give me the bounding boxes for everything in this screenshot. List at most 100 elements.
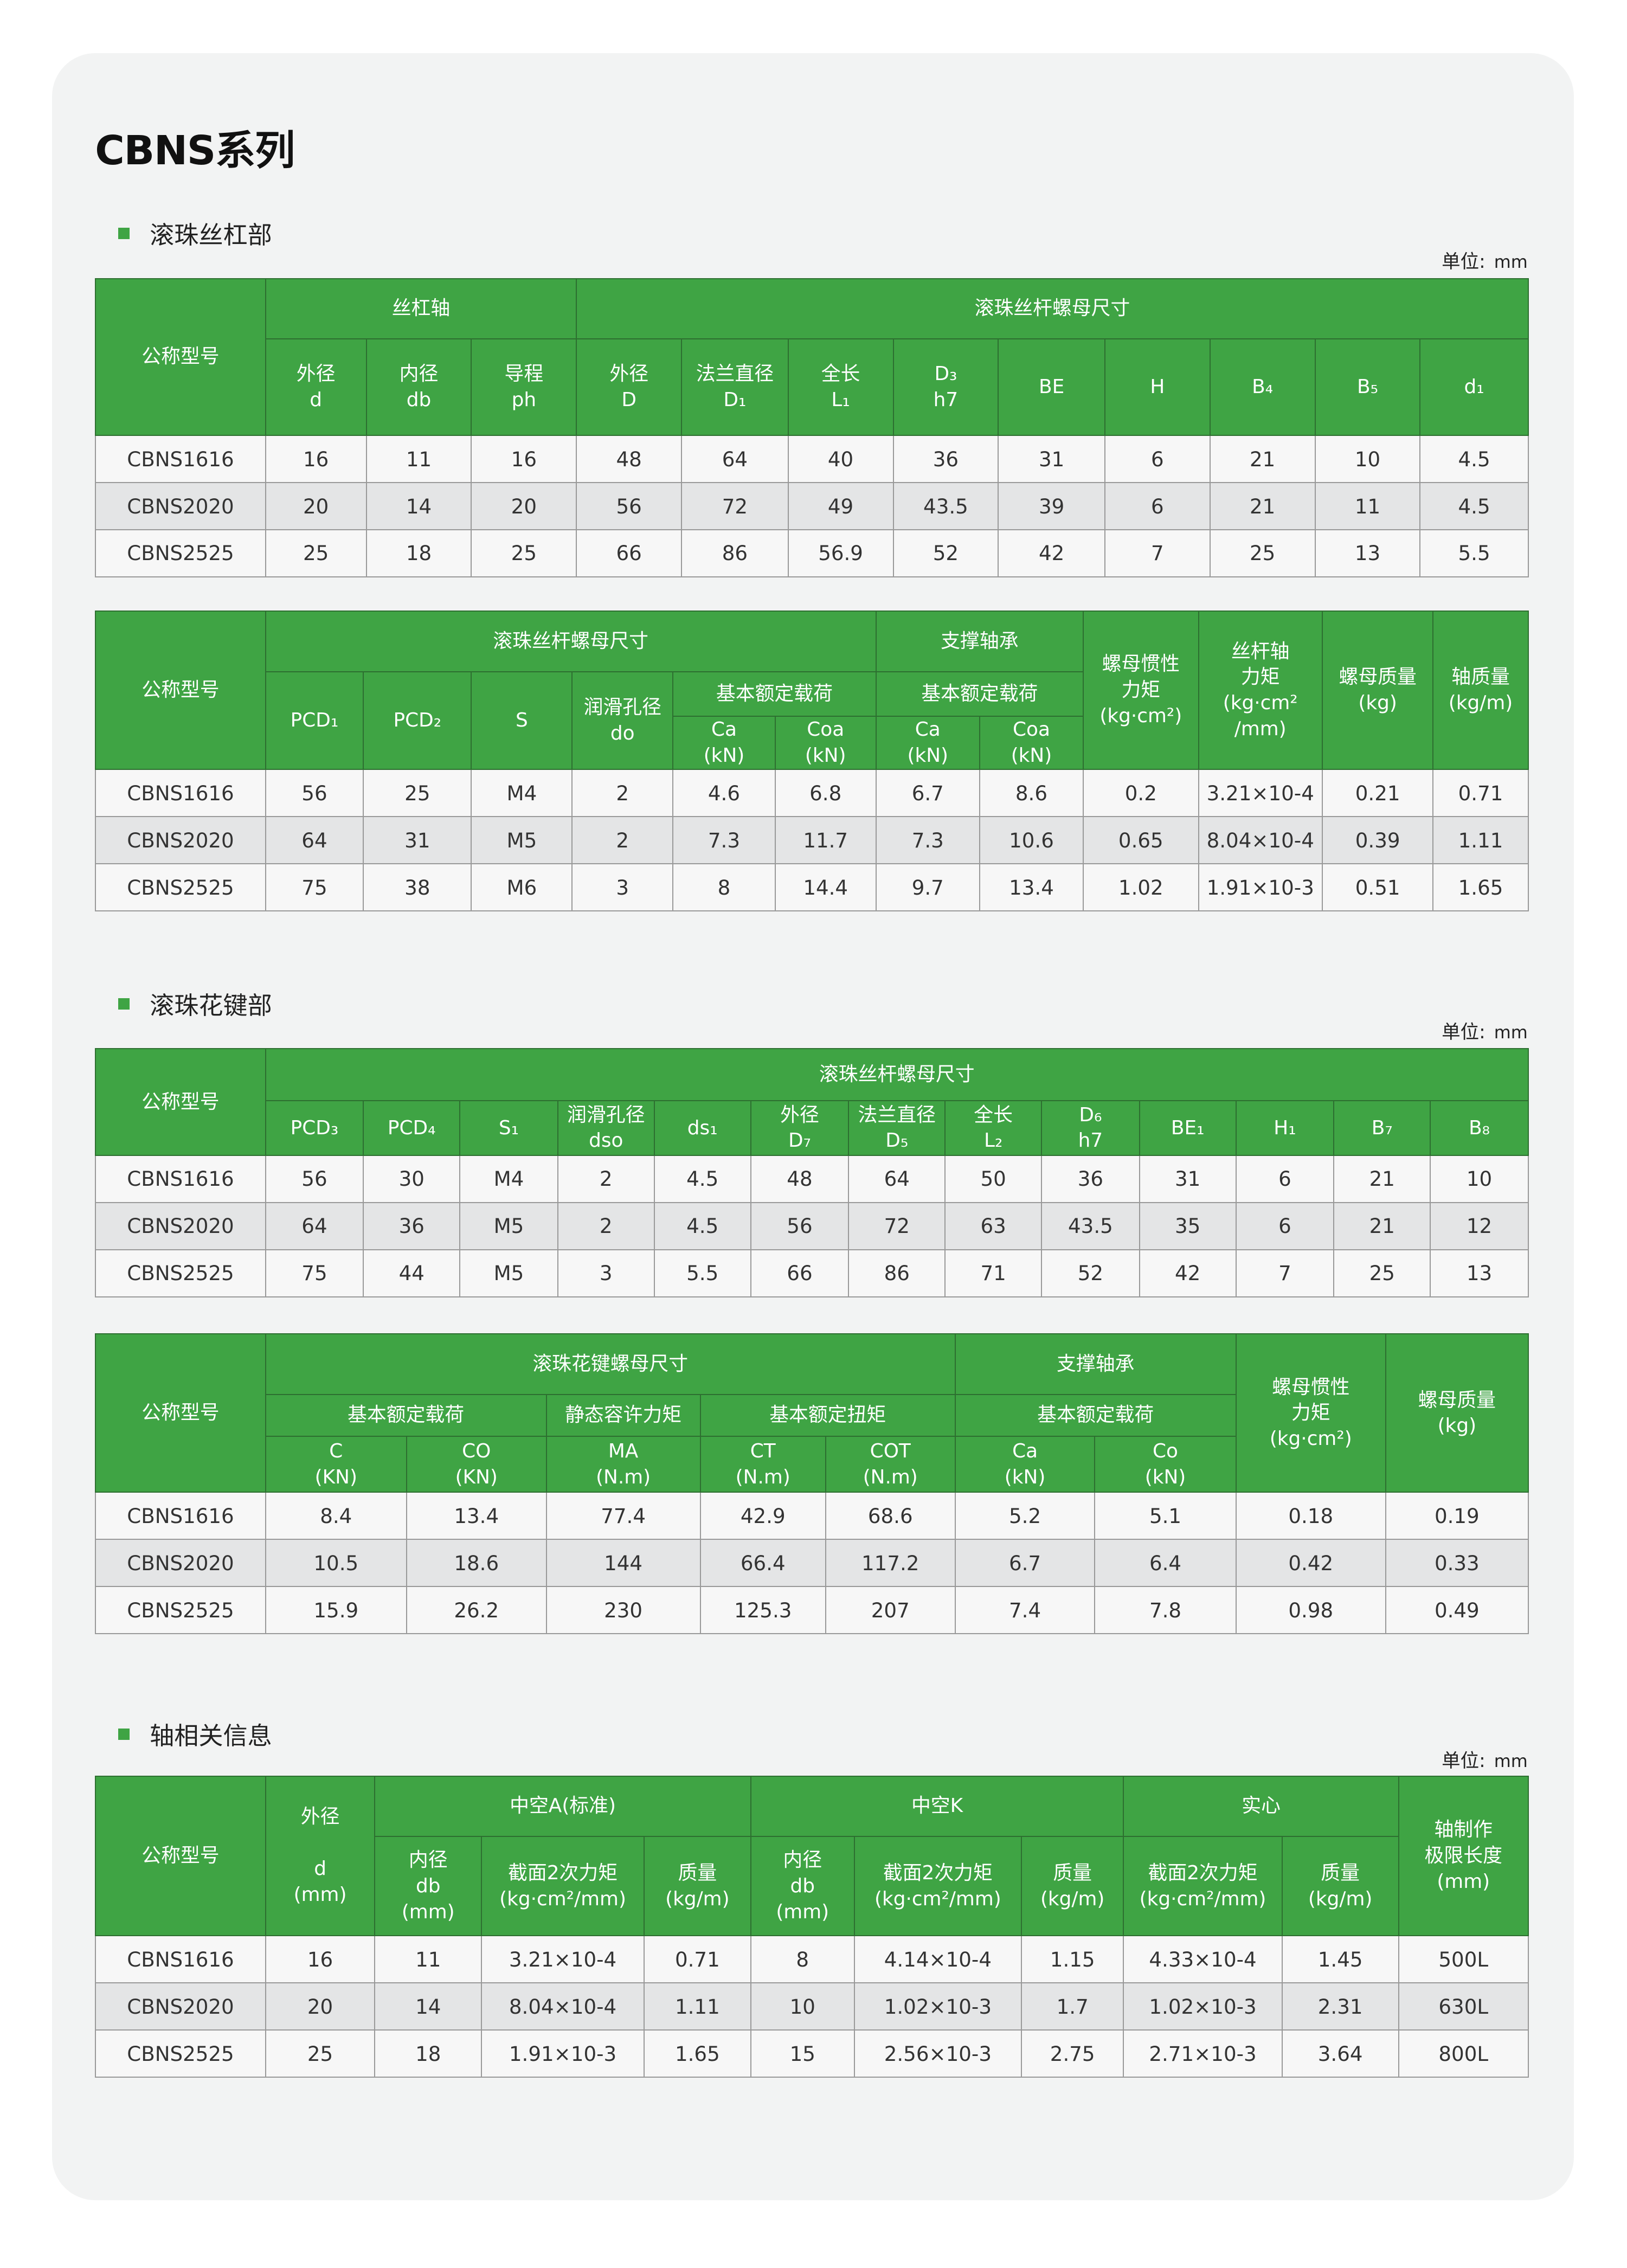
value-cell: 5.1 (1094, 1492, 1237, 1540)
value-cell: 2.31 (1281, 1982, 1399, 2031)
model-cell: CBNS1616 (95, 1492, 266, 1540)
column-header: 支撑轴承 (954, 1333, 1237, 1395)
value-cell: 14.4 (774, 863, 877, 912)
column-header: 基本额定载荷 (954, 1393, 1237, 1437)
table-row: CBNS1616 8.4 13.4 77.4 42.9 68.6 5.2 5.1 0.18 0.1… (95, 1492, 1529, 1540)
header-row: Ca (kN) Coa (kN) Ca (kN) Coa (kN) (95, 715, 1528, 770)
table-row: CBNS2020 64 36 M5 2 4.5 56 72 63 43.5 35 6 21 12 (95, 1202, 1529, 1250)
column-header: 轴制作 极限长度 (mm) (1398, 1775, 1529, 1937)
value-cell: 31 (1139, 1154, 1237, 1203)
value-cell: 10 (1314, 435, 1421, 484)
column-header: 外径 D (576, 338, 683, 436)
value-cell: 1.02×10-3 (1123, 1982, 1283, 2031)
value-cell: 86 (848, 1249, 946, 1297)
value-cell: 10.5 (265, 1539, 407, 1588)
value-cell: 68.6 (825, 1492, 956, 1540)
value-cell: 7 (1235, 1249, 1335, 1297)
column-header: 螺母质量 (kg) (1385, 1333, 1529, 1493)
value-cell: 1.15 (1020, 1935, 1124, 1984)
table-row: CBNS1616 16 11 3.21×10-4 0.71 8 4.14×10-4 1.15 4… (95, 1935, 1529, 1984)
column-header: 截面2次力矩 (kg·cm²/mm) (1123, 1836, 1283, 1937)
value-cell: 1.65 (1432, 863, 1529, 912)
value-cell: 8 (750, 1935, 855, 1984)
unit-note: 单位: mm (1442, 1017, 1528, 1044)
value-cell: 18 (374, 2029, 482, 2078)
model-cell: CBNS1616 (95, 435, 266, 484)
value-cell: 75 (265, 1249, 364, 1297)
value-cell: 0.71 (1432, 769, 1529, 818)
value-cell: 39 (998, 482, 1105, 530)
bullet-square-icon (118, 998, 130, 1010)
value-cell: 40 (787, 435, 894, 484)
value-cell: 56 (265, 769, 364, 818)
value-cell: 36 (363, 1202, 461, 1250)
header-row: 基本额定载荷 静态容许力矩 基本额定扭矩 基本额定载荷 (95, 1393, 1528, 1437)
column-header: 公称型号 (95, 1048, 266, 1156)
column-header: C (KN) (265, 1435, 407, 1493)
column-header: Ca (kN) (954, 1435, 1096, 1493)
table-row: CBNS2525 15.9 26.2 230 125.3 207 7.4 7.8 0.98 0.4… (95, 1586, 1529, 1635)
value-cell: 8.04×10-4 (481, 1982, 645, 2031)
model-cell: CBNS2525 (95, 863, 266, 912)
value-cell: 5.2 (954, 1492, 1096, 1540)
value-cell: 43.5 (892, 482, 999, 530)
column-header: 中空K (750, 1775, 1124, 1837)
value-cell: 10.6 (979, 816, 1084, 865)
unit-value: mm (1494, 1750, 1528, 1771)
section-label: 轴相关信息 (150, 1721, 272, 1750)
value-cell: 1.02 (1083, 863, 1199, 912)
value-cell: 2 (571, 816, 674, 865)
value-cell: M5 (459, 1202, 558, 1250)
column-header: 螺母质量 (kg) (1321, 611, 1434, 770)
table-row: CBNS2020 64 31 M5 2 7.3 11.7 7.3 10.6 0.65 8.04×10… (95, 816, 1529, 865)
value-cell: 31 (998, 435, 1105, 484)
value-cell: 3.21×10-4 (481, 1935, 645, 1984)
value-cell: 7.4 (954, 1586, 1096, 1635)
table-row: CBNS2525 75 44 M5 3 5.5 66 86 71 52 42 7 25 13 (95, 1249, 1529, 1297)
value-cell: 0.98 (1235, 1586, 1386, 1635)
value-cell: 6.8 (774, 769, 877, 818)
value-cell: 9.7 (875, 863, 980, 912)
value-cell: 18.6 (406, 1539, 547, 1588)
value-cell: 13 (1314, 529, 1421, 577)
value-cell: 207 (825, 1586, 956, 1635)
header-row: PCD₁ PCD₂ S 润滑孔径 do 基本额定载荷 基本额定载荷 (95, 671, 1528, 770)
value-cell: 11 (374, 1935, 482, 1984)
table-row: CBNS1616 56 30 M4 2 4.5 48 64 50 36 31 6 21 10 (95, 1154, 1529, 1203)
column-header: 导程 ph (471, 338, 577, 436)
value-cell: 8.04×10-4 (1198, 816, 1323, 865)
table-row: CBNS2525 25 18 25 66 86 56.9 52 42 7 25 13 5.5 (95, 529, 1529, 577)
ball-spline-dimensions-table: 公称型号 滚珠丝杆螺母尺寸 PCD₃ PCD₄ S₁ 润滑孔径 dso ds₁ 外径 D₇ 法兰… (95, 1048, 1529, 1297)
header-row: 内径 db (mm) 截面2次力矩 (kg·cm²/mm) 质量 (kg/m) 内径 … (95, 1836, 1528, 1937)
value-cell: 11 (1314, 482, 1421, 530)
value-cell: 36 (892, 435, 999, 484)
column-header: 内径 db (365, 338, 472, 436)
column-header: PCD₄ (363, 1100, 461, 1156)
table-row: CBNS1616 16 11 16 48 64 40 36 31 6 21 10 4.5 (95, 435, 1529, 484)
page-title: CBNS系列 (95, 126, 295, 174)
value-cell: 3.64 (1281, 2029, 1399, 2078)
value-cell: 20 (265, 482, 367, 530)
value-cell: 6 (1104, 482, 1211, 530)
value-cell: 4.33×10-4 (1123, 1935, 1283, 1984)
column-header: 丝杆轴 力矩 (kg·cm² /mm) (1198, 611, 1323, 770)
column-header: COT (N.m) (825, 1435, 956, 1493)
value-cell: 0.19 (1385, 1492, 1529, 1540)
column-header: ds₁ (653, 1100, 751, 1156)
value-cell: 0.39 (1321, 816, 1434, 865)
value-cell: 1.45 (1281, 1935, 1399, 1984)
value-cell: 64 (265, 816, 364, 865)
section-label: 滚珠花键部 (150, 991, 272, 1020)
value-cell: 6.7 (954, 1539, 1096, 1588)
column-header: 基本额定载荷 (265, 1393, 547, 1437)
value-cell: 630L (1398, 1982, 1529, 2031)
value-cell: 72 (848, 1202, 946, 1250)
value-cell: 36 (1041, 1154, 1140, 1203)
value-cell: 14 (374, 1982, 482, 2031)
value-cell: 25 (265, 529, 367, 577)
table-row: CBNS2020 20 14 20 56 72 49 43.5 39 6 21 11 4.5 (95, 482, 1529, 530)
value-cell: 21 (1333, 1202, 1431, 1250)
value-cell: 5.5 (653, 1249, 751, 1297)
unit-value: mm (1494, 252, 1528, 273)
shaft-info-table: 公称型号 外径 d (mm) 中空A(标准) 中空K 实心 轴制作 极限长度 (mm) 内径… (95, 1775, 1529, 2078)
